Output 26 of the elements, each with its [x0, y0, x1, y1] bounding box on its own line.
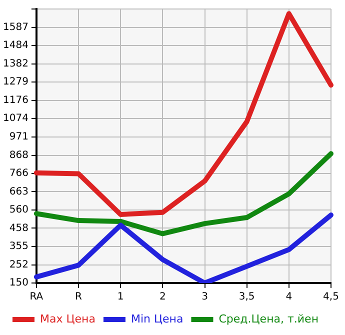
y-tick-label: 150 — [9, 278, 28, 289]
legend-label: Сред.Цена, т.йен — [218, 312, 319, 326]
y-tick-label: 766 — [9, 168, 28, 179]
y-tick-label: 1382 — [2, 58, 28, 70]
x-tick-label: RA — [30, 292, 44, 303]
y-tick-label: 663 — [9, 186, 28, 198]
x-tick-label: 3,5 — [238, 292, 255, 303]
legend-label: Max Цена — [40, 312, 96, 326]
x-tick-label: 4 — [286, 292, 292, 303]
y-tick-label: 252 — [9, 259, 28, 270]
legend-label: Min Цена — [130, 312, 184, 326]
y-tick-label: 560 — [9, 204, 28, 216]
x-tick-label: 3 — [202, 292, 208, 303]
y-tick-label: 1587 — [2, 22, 28, 33]
y-tick-label: 458 — [9, 222, 28, 234]
y-tick-label: 1484 — [2, 40, 28, 52]
x-tick-label: 1 — [117, 292, 124, 303]
y-tick-label: 1074 — [2, 113, 28, 124]
x-tick-label: 2 — [160, 292, 166, 303]
x-tick-label: R — [75, 292, 82, 303]
y-tick-label: 971 — [9, 132, 28, 143]
y-tick-label: 868 — [9, 150, 28, 161]
y-tick-label: 1176 — [2, 95, 28, 106]
x-tick-label: 4,5 — [323, 292, 339, 303]
y-tick-label: 355 — [9, 241, 28, 252]
y-tick-label: 1279 — [2, 76, 28, 88]
